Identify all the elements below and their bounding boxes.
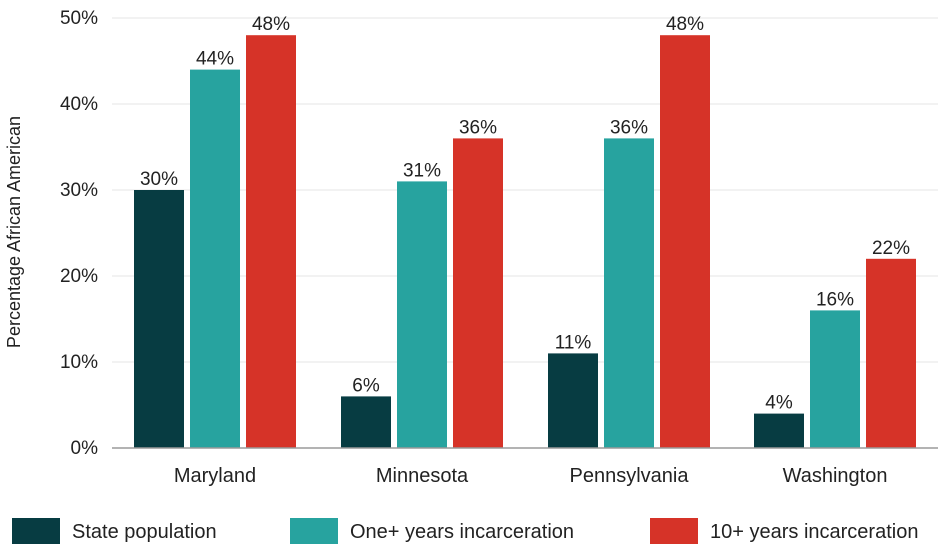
category-label: Minnesota: [376, 465, 469, 487]
data-labels: 30% 44% 48% 6% 31% 36% 11% 36% 48% 4% 16% 22%: [140, 14, 910, 413]
data-label: 30%: [140, 169, 178, 190]
legend-label: State population: [72, 521, 217, 543]
data-label: 6%: [352, 375, 380, 396]
y-tick-label: 30%: [60, 180, 98, 201]
data-label: 11%: [555, 332, 592, 353]
y-axis-ticks: 0% 10% 20% 30% 40% 50%: [60, 8, 98, 459]
data-label: 31%: [403, 160, 441, 181]
x-axis-categories: Maryland Minnesota Pennsylvania Washington: [174, 465, 888, 487]
bar: [548, 353, 598, 448]
bar: [604, 138, 654, 448]
y-tick-label: 10%: [60, 352, 98, 373]
bar: [453, 138, 503, 448]
legend-label: 10+ years incarceration: [710, 521, 918, 543]
category-label: Washington: [783, 465, 888, 487]
data-label: 36%: [459, 117, 497, 138]
bar: [397, 181, 447, 448]
bar: [866, 258, 916, 448]
bar: [660, 35, 710, 448]
y-tick-label: 50%: [60, 8, 98, 29]
y-tick-label: 0%: [71, 438, 99, 459]
data-label: 48%: [666, 14, 704, 35]
data-label: 48%: [252, 14, 290, 35]
category-label: Pennsylvania: [570, 465, 690, 487]
bars: [134, 35, 916, 448]
legend-label: One+ years incarceration: [350, 521, 574, 543]
legend: State population One+ years incarceration…: [12, 518, 918, 544]
bar: [341, 396, 391, 448]
legend-swatch: [650, 518, 698, 544]
data-label: 4%: [765, 393, 793, 414]
category-label: Maryland: [174, 465, 256, 487]
bar: [190, 69, 240, 448]
y-axis-label: Percentage African American: [4, 116, 24, 348]
bar: [134, 190, 184, 448]
legend-swatch: [12, 518, 60, 544]
bar: [754, 413, 804, 448]
data-label: 44%: [196, 49, 234, 70]
bar: [810, 310, 860, 448]
data-label: 36%: [610, 117, 648, 138]
legend-swatch: [290, 518, 338, 544]
data-label: 22%: [872, 238, 910, 259]
y-tick-label: 40%: [60, 94, 98, 115]
data-label: 16%: [816, 289, 854, 310]
bar: [246, 35, 296, 448]
y-tick-label: 20%: [60, 266, 98, 287]
